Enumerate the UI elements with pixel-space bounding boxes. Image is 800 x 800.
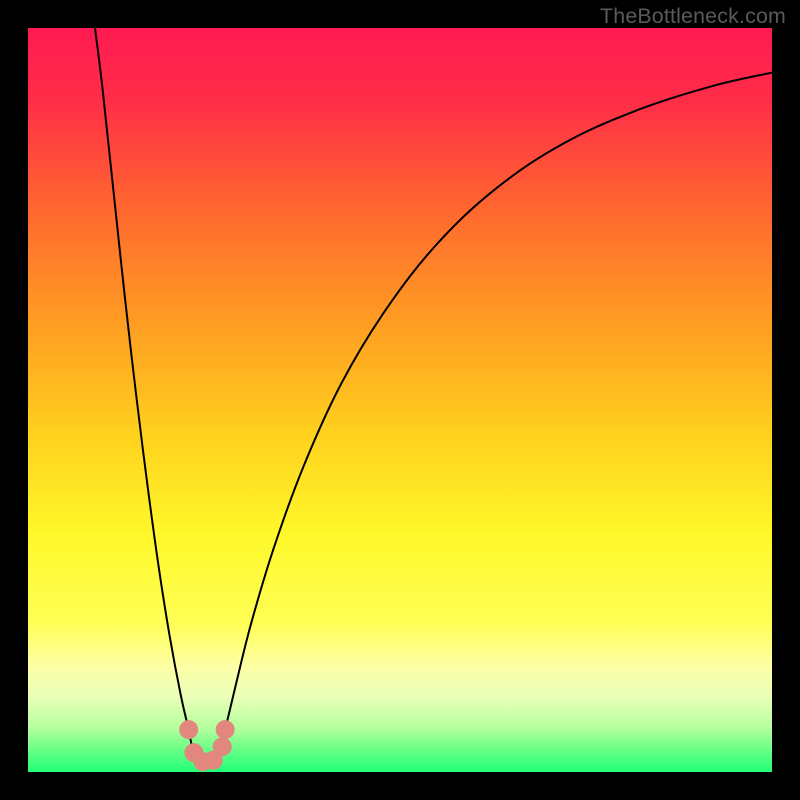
chart-background-gradient: [28, 28, 772, 772]
curve-marker: [216, 721, 234, 739]
curve-marker: [213, 738, 231, 756]
chart-frame: TheBottleneck.com: [0, 0, 800, 800]
bottleneck-chart: [0, 0, 800, 800]
watermark-text: TheBottleneck.com: [600, 4, 786, 29]
curve-marker: [180, 721, 198, 739]
